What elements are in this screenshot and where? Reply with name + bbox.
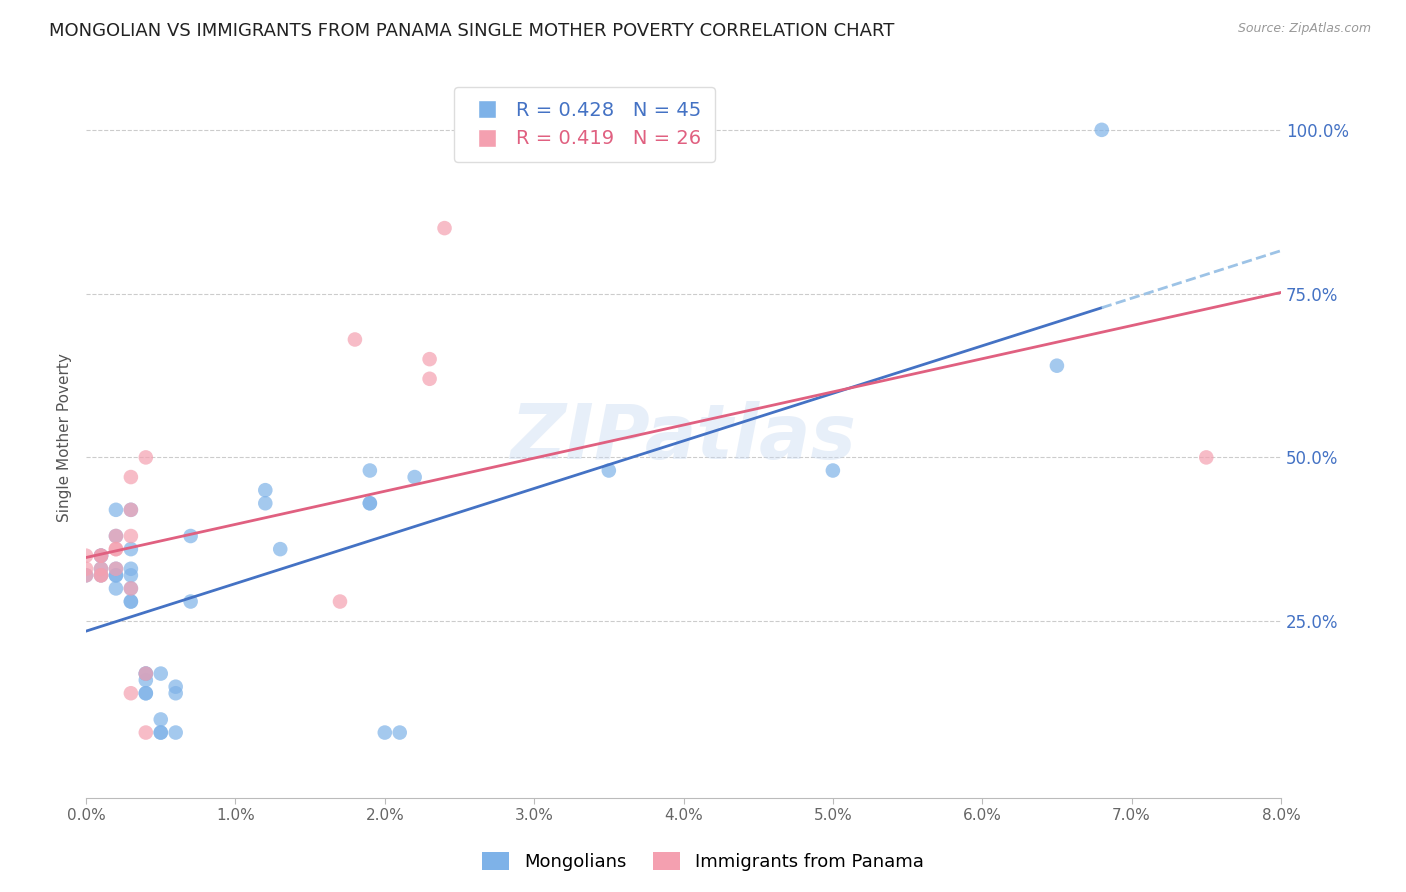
Point (120, 562, 142, 576)
Point (75, 549, 97, 563)
Point (90, 549, 112, 563)
Point (598, 463, 620, 477)
Text: ZIPatlas: ZIPatlas (510, 401, 856, 475)
Point (120, 568, 142, 582)
Point (120, 542, 142, 557)
Point (120, 503, 142, 517)
Point (120, 582, 142, 596)
Point (359, 496, 381, 510)
Point (821, 463, 844, 477)
Point (149, 725, 172, 739)
Point (120, 686, 142, 700)
Point (90, 549, 112, 563)
Point (120, 594, 142, 608)
Point (135, 450, 157, 465)
Point (269, 542, 291, 557)
Point (104, 582, 127, 596)
Legend: Mongolians, Immigrants from Panama: Mongolians, Immigrants from Panama (475, 845, 931, 879)
Point (419, 352, 441, 367)
Point (90, 568, 112, 582)
Point (149, 713, 172, 727)
Point (165, 686, 187, 700)
Point (254, 496, 277, 510)
Point (419, 372, 441, 386)
Point (104, 568, 127, 582)
Y-axis label: Single Mother Poverty: Single Mother Poverty (58, 353, 72, 522)
Text: Source: ZipAtlas.com: Source: ZipAtlas.com (1237, 22, 1371, 36)
Point (75, 562, 97, 576)
Point (104, 542, 127, 557)
Point (329, 594, 352, 608)
Point (388, 725, 411, 739)
Point (120, 470, 142, 484)
Text: MONGOLIAN VS IMMIGRANTS FROM PANAMA SINGLE MOTHER POVERTY CORRELATION CHART: MONGOLIAN VS IMMIGRANTS FROM PANAMA SING… (49, 22, 894, 40)
Point (104, 562, 127, 576)
Point (90, 549, 112, 563)
Point (135, 666, 157, 681)
Point (90, 568, 112, 582)
Point (135, 686, 157, 700)
Point (104, 568, 127, 582)
Legend: R = 0.428   N = 45, R = 0.419   N = 26: R = 0.428 N = 45, R = 0.419 N = 26 (454, 87, 716, 162)
Point (359, 496, 381, 510)
Point (180, 594, 202, 608)
Point (343, 333, 366, 347)
Point (165, 725, 187, 739)
Point (359, 463, 381, 477)
Point (1195, 450, 1218, 465)
Point (254, 483, 277, 498)
Point (90, 562, 112, 576)
Point (104, 529, 127, 543)
Point (104, 542, 127, 557)
Point (135, 725, 157, 739)
Point (374, 725, 396, 739)
Point (433, 221, 456, 235)
Point (90, 562, 112, 576)
Point (75, 568, 97, 582)
Point (120, 594, 142, 608)
Point (104, 503, 127, 517)
Point (120, 503, 142, 517)
Point (104, 562, 127, 576)
Point (165, 680, 187, 694)
Point (135, 666, 157, 681)
Point (120, 529, 142, 543)
Point (135, 686, 157, 700)
Point (104, 529, 127, 543)
Point (75, 568, 97, 582)
Point (120, 582, 142, 596)
Point (149, 725, 172, 739)
Point (135, 666, 157, 681)
Point (90, 568, 112, 582)
Point (90, 549, 112, 563)
Point (404, 470, 426, 484)
Point (149, 666, 172, 681)
Point (135, 673, 157, 687)
Point (180, 529, 202, 543)
Point (1046, 359, 1069, 373)
Point (1091, 123, 1114, 137)
